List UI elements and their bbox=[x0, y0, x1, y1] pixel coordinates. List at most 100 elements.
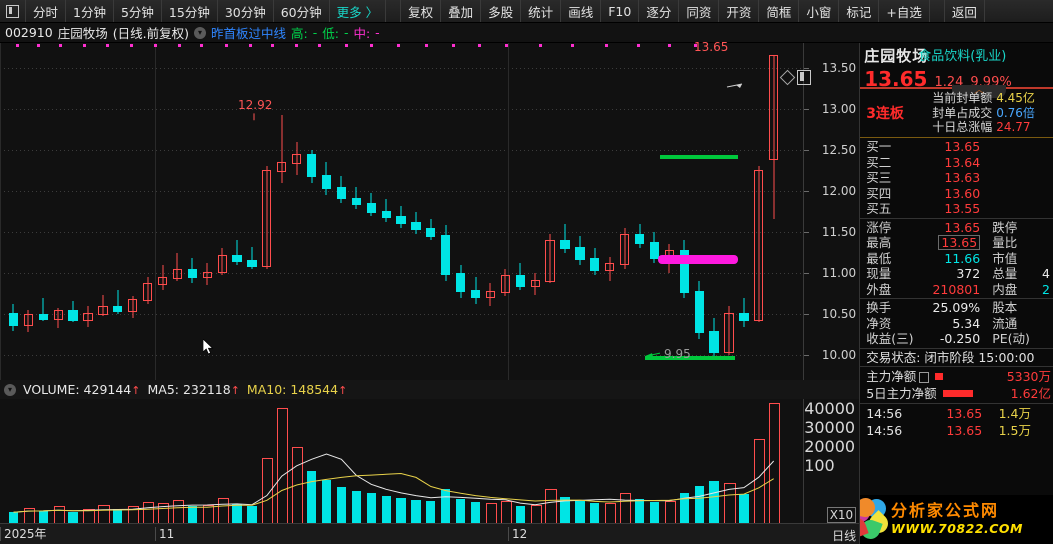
low-line[interactable] bbox=[645, 356, 735, 361]
candlestick[interactable] bbox=[649, 232, 660, 264]
volume-bar[interactable] bbox=[113, 509, 123, 524]
candlestick[interactable] bbox=[530, 273, 540, 295]
volume-bar[interactable] bbox=[470, 502, 481, 524]
volume-bar[interactable] bbox=[739, 494, 749, 524]
panel-toggle-button[interactable] bbox=[0, 0, 26, 22]
volume-bar[interactable] bbox=[247, 505, 257, 524]
chevron-down-icon[interactable]: ▾ bbox=[193, 26, 206, 39]
candlestick[interactable] bbox=[113, 289, 123, 315]
price-pane[interactable]: 13.50 13.00 12.50 12.00 11.50 11.00 10.50 10.00… bbox=[0, 40, 860, 421]
candlestick[interactable] bbox=[366, 192, 376, 216]
candlestick[interactable] bbox=[754, 166, 764, 323]
tool-fuquan[interactable]: 复权 bbox=[401, 0, 442, 22]
candlestick[interactable] bbox=[8, 304, 19, 331]
candlestick[interactable] bbox=[709, 318, 719, 360]
volume-bar[interactable] bbox=[441, 489, 451, 524]
panel-marker-icon[interactable] bbox=[797, 70, 811, 85]
candlestick[interactable] bbox=[515, 263, 525, 290]
bid-row[interactable]: 买五 13.55 bbox=[860, 201, 1053, 217]
candlestick[interactable] bbox=[500, 269, 510, 297]
bid-quote-list[interactable]: 买一 13.65 买二 13.64 买三 13.63 买四 13.60 买五 13.55 bbox=[860, 138, 1053, 219]
candlestick[interactable] bbox=[545, 233, 555, 283]
candlestick[interactable] bbox=[381, 199, 391, 223]
candlestick[interactable] bbox=[739, 297, 749, 327]
tick-row[interactable]: 14:56 13.65 1.5万 bbox=[860, 422, 1053, 439]
volume-bar[interactable] bbox=[38, 510, 48, 524]
period-15min[interactable]: 15分钟 bbox=[162, 0, 218, 22]
volume-bar[interactable] bbox=[187, 506, 197, 524]
support-line-magenta[interactable] bbox=[658, 255, 738, 265]
volume-bar[interactable] bbox=[456, 499, 466, 524]
period-5min[interactable]: 5分钟 bbox=[114, 0, 162, 22]
volume-plot[interactable] bbox=[0, 399, 804, 524]
candlestick[interactable] bbox=[411, 212, 421, 234]
bid-row[interactable]: 买四 13.60 bbox=[860, 186, 1053, 202]
candlestick[interactable] bbox=[396, 205, 406, 228]
collapse-toggle[interactable]: ︿ bbox=[952, 85, 1007, 98]
tool-zhufen[interactable]: 逐分 bbox=[639, 0, 680, 22]
tool-add-favorite[interactable]: +自选 bbox=[879, 0, 930, 22]
volume-bar[interactable] bbox=[68, 512, 78, 524]
candlestick[interactable] bbox=[426, 218, 436, 241]
sidebar-sector[interactable]: 食品饮料(乳业) bbox=[918, 49, 1007, 64]
volume-bar[interactable] bbox=[396, 497, 406, 524]
volume-bar[interactable] bbox=[381, 496, 391, 524]
volume-bar[interactable] bbox=[366, 493, 376, 524]
candlestick[interactable] bbox=[292, 141, 302, 175]
tool-tongzi[interactable]: 同资 bbox=[679, 0, 720, 22]
period-fenshi[interactable]: 分时 bbox=[26, 0, 67, 22]
candlestick[interactable] bbox=[217, 248, 227, 275]
candlestick[interactable] bbox=[142, 277, 153, 305]
tool-huaxian[interactable]: 画线 bbox=[561, 0, 602, 22]
volume-bar[interactable] bbox=[8, 512, 19, 524]
candlestick[interactable] bbox=[634, 223, 645, 249]
candlestick[interactable] bbox=[441, 225, 451, 282]
candlestick[interactable] bbox=[605, 256, 615, 282]
candlestick[interactable] bbox=[679, 240, 689, 298]
tool-biaoji[interactable]: 标记 bbox=[839, 0, 880, 22]
tool-tongji[interactable]: 统计 bbox=[521, 0, 562, 22]
candlestick[interactable] bbox=[187, 258, 197, 283]
candlestick[interactable] bbox=[262, 166, 272, 270]
volume-bar[interactable] bbox=[515, 505, 525, 524]
bid-row[interactable]: 买二 13.64 bbox=[860, 155, 1053, 171]
volume-bar[interactable] bbox=[351, 490, 361, 524]
period-1min[interactable]: 1分钟 bbox=[66, 0, 114, 22]
candlestick[interactable] bbox=[23, 310, 33, 333]
candlestick[interactable] bbox=[456, 264, 466, 298]
candlestick[interactable] bbox=[769, 55, 779, 219]
resistance-line[interactable] bbox=[660, 154, 738, 159]
volume-bar[interactable] bbox=[306, 471, 317, 524]
tool-f10[interactable]: F10 bbox=[601, 0, 640, 22]
volume-bar[interactable] bbox=[649, 501, 660, 524]
candlestick[interactable] bbox=[98, 294, 108, 316]
candlestick[interactable] bbox=[232, 240, 242, 265]
more-periods-button[interactable]: 更多 〉 bbox=[330, 0, 387, 22]
volume-bar[interactable] bbox=[590, 502, 600, 524]
volume-bar[interactable] bbox=[709, 480, 719, 524]
candlestick[interactable] bbox=[724, 306, 734, 356]
tool-diejia[interactable]: 叠加 bbox=[441, 0, 482, 22]
tool-xiaochuang[interactable]: 小窗 bbox=[799, 0, 840, 22]
bid-row[interactable]: 买三 13.63 bbox=[860, 170, 1053, 186]
candlestick[interactable] bbox=[470, 277, 481, 305]
candlestick[interactable] bbox=[321, 162, 332, 196]
volume-bar[interactable] bbox=[679, 492, 689, 524]
candlestick[interactable] bbox=[68, 301, 78, 323]
candlestick[interactable] bbox=[202, 263, 212, 286]
candlestick[interactable] bbox=[694, 281, 704, 339]
candlestick[interactable] bbox=[590, 248, 600, 275]
volume-bar[interactable] bbox=[336, 486, 347, 524]
candlestick[interactable] bbox=[247, 246, 257, 270]
volume-bar[interactable] bbox=[232, 504, 242, 524]
volume-bar[interactable] bbox=[321, 479, 332, 524]
candlestick[interactable] bbox=[128, 296, 138, 318]
tick-row[interactable]: 14:56 13.65 1.4万 bbox=[860, 405, 1053, 422]
candlestick[interactable] bbox=[157, 264, 168, 290]
candlestick[interactable] bbox=[620, 227, 630, 270]
candlestick[interactable] bbox=[575, 236, 585, 265]
candlestick[interactable] bbox=[38, 297, 48, 321]
volume-bar[interactable] bbox=[426, 501, 436, 524]
tick-list[interactable]: 14:56 13.65 1.4万 14:56 13.65 1.5万 bbox=[860, 404, 1053, 439]
tool-jiankuang[interactable]: 简框 bbox=[759, 0, 800, 22]
